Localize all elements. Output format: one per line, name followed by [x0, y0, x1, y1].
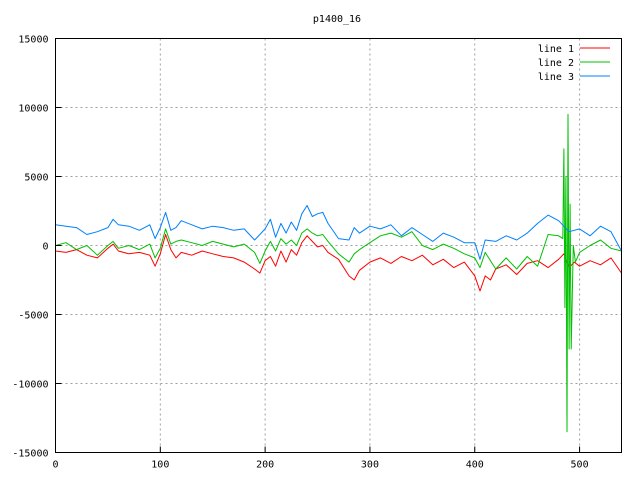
x-tick-label: 500: [571, 460, 589, 471]
series-line-1: [55, 234, 622, 292]
x-tick-label: 300: [361, 460, 379, 471]
grid: [55, 38, 622, 453]
y-tick-label: -15000: [12, 449, 48, 460]
y-tick-label: 0: [42, 242, 48, 253]
y-tick-label: -5000: [18, 311, 48, 322]
y-tick-label: -10000: [12, 380, 48, 391]
legend-label-3: line 3: [538, 72, 574, 83]
plot-frame: [55, 38, 622, 453]
axis-ticks: 0 100 200 300 400 500 -15000 -10000 -5000 0 5000 10…: [12, 35, 588, 471]
series-line-2: [55, 113, 622, 433]
chart-title: p1400_16: [313, 14, 361, 25]
x-tick-label: 0: [52, 460, 58, 471]
legend-label-2: line 2: [538, 58, 574, 69]
y-tick-label: 15000: [18, 35, 48, 46]
legend: line 1 line 2 line 3: [538, 44, 610, 83]
legend-label-1: line 1: [538, 44, 574, 55]
x-tick-label: 400: [466, 460, 484, 471]
y-tick-label: 5000: [24, 173, 48, 184]
y-tick-label: 10000: [18, 104, 48, 115]
x-tick-label: 100: [151, 460, 169, 471]
x-tick-label: 200: [256, 460, 274, 471]
series-line-3: [55, 205, 622, 260]
series-lines: [55, 113, 622, 433]
